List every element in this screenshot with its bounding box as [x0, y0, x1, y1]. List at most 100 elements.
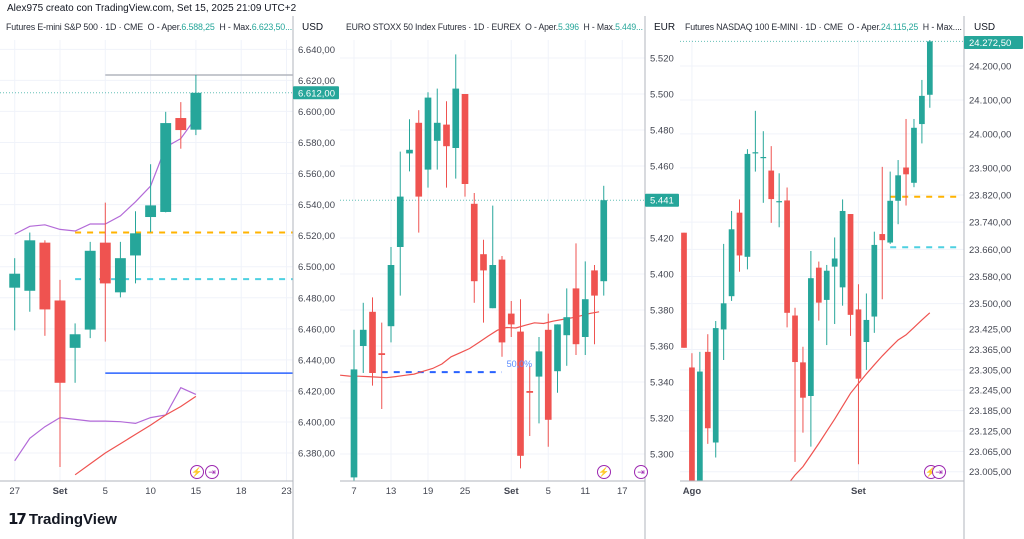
candle — [54, 279, 66, 468]
candle — [681, 232, 687, 348]
candle — [800, 346, 806, 433]
candle — [175, 102, 187, 149]
candle — [424, 92, 432, 188]
candle-body — [815, 267, 822, 303]
plot-area — [0, 40, 293, 481]
y-tick-label: 5.460 — [650, 162, 674, 173]
candle — [911, 118, 917, 188]
y-tick-label: 6.420,00 — [298, 386, 335, 397]
candle-body — [84, 250, 96, 330]
candle-body — [871, 244, 878, 317]
chart-panel-2: 24.200,00 24.100,00 24.000,00 23.900,00 23.8… — [680, 16, 1023, 539]
candle — [879, 166, 886, 300]
candle — [689, 353, 695, 481]
candle-body — [480, 254, 487, 271]
candle — [600, 185, 608, 296]
y-tick-label: 6.560,00 — [298, 169, 335, 180]
candle — [145, 164, 157, 233]
candle — [839, 199, 846, 306]
candle-body — [926, 41, 933, 95]
candle-body — [489, 265, 497, 309]
x-tick-label: 7 — [351, 486, 356, 497]
candle — [768, 146, 775, 223]
candle — [736, 199, 743, 272]
candle-body — [581, 299, 589, 337]
y-tick-label: 6.640,00 — [298, 45, 335, 56]
y-tick-label: 5.300 — [650, 450, 674, 461]
candle-body — [720, 303, 727, 330]
candle-body — [114, 258, 126, 293]
y-tick-label: 24.000,00 — [969, 129, 1011, 140]
indicator-line — [340, 311, 600, 379]
candle-body — [526, 391, 534, 393]
candle — [480, 239, 487, 323]
candle — [752, 110, 759, 172]
candle — [498, 256, 506, 357]
lightning-icon[interactable]: ⚡ — [597, 465, 611, 479]
x-tick-label: Set — [504, 486, 520, 497]
symbol-name: Futures NASDAQ 100 E-MINI · 1D · CME — [685, 22, 843, 33]
plot-area: 50,0% — [340, 40, 645, 481]
candle — [160, 111, 172, 213]
candle — [591, 265, 598, 345]
candle-body — [369, 311, 376, 373]
y-tick-label: 6.460,00 — [298, 324, 335, 335]
y-tick-label: 6.440,00 — [298, 355, 335, 366]
arrow-right-icon[interactable]: ⇥ — [634, 465, 648, 479]
candle-body — [99, 242, 111, 284]
candle-body — [517, 331, 524, 456]
x-tick-label: 17 — [617, 486, 628, 497]
y-tick-label: 5.340 — [650, 378, 674, 389]
symbol-name: EURO STOXX 50 Index Futures · 1D · EUREX — [346, 22, 521, 33]
candle-body — [591, 270, 598, 296]
y-tick-label: 24.200,00 — [969, 62, 1011, 73]
last-price-label: 5.441 — [650, 196, 674, 207]
candle-body — [433, 122, 441, 141]
candle — [863, 293, 870, 370]
open-label: O - Aper. — [525, 22, 559, 33]
open-value: 6.588,25 — [181, 22, 215, 33]
x-tick-label: Set — [851, 486, 867, 497]
candle — [728, 210, 735, 301]
candle-body — [175, 118, 187, 131]
tradingview-logo[interactable]: 17 TradingView — [8, 510, 117, 528]
candle-body — [895, 175, 901, 201]
candle — [350, 329, 358, 481]
candle-body — [704, 351, 711, 429]
candle — [871, 231, 878, 333]
candle — [831, 237, 838, 325]
candle-body — [498, 259, 506, 343]
candle — [130, 211, 141, 284]
candle — [69, 323, 81, 383]
candle — [544, 313, 552, 447]
candle-body — [563, 317, 571, 336]
candle — [554, 324, 561, 393]
candle-body — [689, 367, 695, 481]
currency-label: USD — [974, 22, 996, 33]
y-tick-label: 23.820,00 — [969, 191, 1011, 202]
candle — [190, 74, 202, 136]
candle-body — [443, 124, 450, 147]
candle — [792, 307, 798, 462]
chart-panel-0: 6.640,00 6.620,00 6.600,00 6.580,00 6.560,00… — [0, 16, 339, 539]
logo-text: TradingView — [28, 510, 117, 528]
y-tick-label: 5.320 — [650, 414, 674, 425]
open-label: O - Aper. — [147, 22, 182, 33]
arrow-right-icon[interactable]: ⇥ — [932, 465, 946, 479]
y-tick-label: 6.520,00 — [298, 231, 335, 242]
candle-body — [396, 196, 404, 247]
candle — [895, 160, 901, 225]
candle-body — [130, 233, 141, 256]
candle-body — [800, 362, 806, 398]
candle-body — [744, 153, 751, 257]
y-tick-label: 23.005,00 — [969, 467, 1011, 478]
candle — [396, 151, 404, 296]
lightning-icon[interactable]: ⚡ — [190, 465, 204, 479]
y-tick-label: 6.400,00 — [298, 417, 335, 428]
y-tick-label: 6.620,00 — [298, 76, 335, 87]
arrow-right-icon[interactable]: ⇥ — [205, 465, 219, 479]
x-tick-label: 18 — [236, 486, 247, 497]
y-tick-label: 23.500,00 — [969, 299, 1011, 310]
candle — [926, 40, 933, 108]
